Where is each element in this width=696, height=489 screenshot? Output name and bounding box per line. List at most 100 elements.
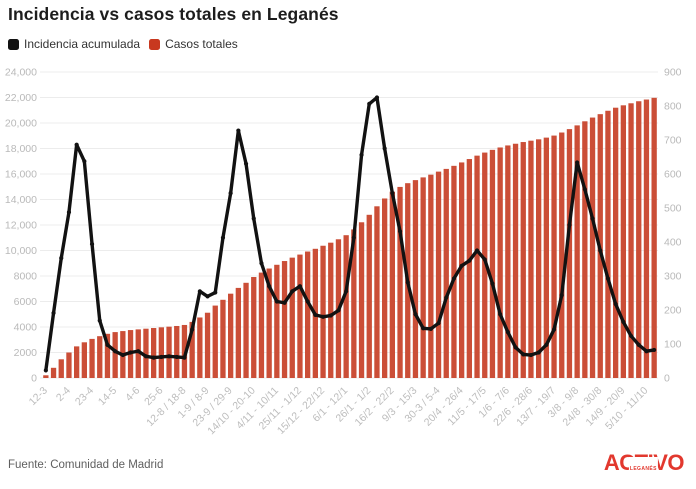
bar bbox=[251, 277, 257, 378]
legend-label-casos: Casos totales bbox=[165, 37, 238, 51]
bar bbox=[651, 97, 657, 378]
bar bbox=[228, 293, 234, 378]
line-point bbox=[113, 349, 118, 354]
y-tick-label-left: 8000 bbox=[14, 271, 38, 283]
bar bbox=[589, 117, 596, 378]
line-point bbox=[582, 187, 587, 192]
bar bbox=[536, 139, 542, 378]
line-point bbox=[374, 95, 380, 100]
line-point bbox=[382, 146, 387, 151]
bar bbox=[74, 346, 80, 378]
bar bbox=[351, 229, 357, 378]
legend-item-incidencia: Incidencia acumulada bbox=[8, 37, 140, 51]
bar bbox=[435, 171, 442, 378]
x-axis-labels: 12-3 2-4 23-4 14-5 4-6 25-612-8 / 18-81-9 / 8… bbox=[27, 385, 651, 438]
x-tick-label: 2-4 bbox=[54, 385, 73, 404]
line-point bbox=[282, 300, 287, 305]
y-tick-label-left: 14,000 bbox=[5, 194, 37, 206]
line-point bbox=[97, 318, 102, 323]
bar bbox=[528, 140, 534, 378]
bar bbox=[520, 142, 526, 378]
line-point bbox=[290, 289, 295, 294]
line-point bbox=[328, 313, 333, 318]
line-point bbox=[43, 368, 48, 373]
line-point bbox=[259, 261, 264, 266]
line-point bbox=[644, 349, 649, 354]
line-point bbox=[166, 354, 172, 359]
y-tick-label-left: 10,000 bbox=[5, 245, 37, 257]
line-point bbox=[459, 263, 464, 268]
bar bbox=[189, 321, 195, 378]
line-point bbox=[636, 342, 641, 347]
line-point bbox=[598, 248, 603, 253]
line-point bbox=[559, 293, 564, 298]
bar bbox=[358, 222, 365, 378]
bar bbox=[497, 147, 503, 378]
y-tick-label-left: 12,000 bbox=[5, 220, 37, 232]
bar bbox=[50, 367, 57, 378]
line-point bbox=[336, 308, 341, 313]
line-point bbox=[436, 321, 441, 326]
line-point bbox=[220, 235, 226, 240]
bar bbox=[135, 329, 141, 378]
bar bbox=[43, 375, 49, 378]
line-point bbox=[66, 210, 72, 215]
y-tick-label-right: 300 bbox=[664, 271, 682, 283]
bar bbox=[81, 342, 87, 378]
line-point bbox=[428, 326, 433, 332]
line-point bbox=[397, 229, 403, 234]
line-point bbox=[82, 159, 87, 164]
y-tick-label-left: 24,000 bbox=[5, 67, 37, 79]
line-point bbox=[305, 299, 310, 304]
bar bbox=[243, 282, 249, 378]
bar bbox=[582, 121, 588, 379]
bar bbox=[443, 168, 449, 378]
bar bbox=[574, 125, 580, 378]
bar bbox=[566, 129, 573, 378]
line-point bbox=[590, 216, 595, 221]
line-point bbox=[390, 191, 395, 196]
line-point bbox=[143, 354, 149, 359]
bar bbox=[382, 198, 388, 378]
line-point bbox=[536, 350, 541, 355]
bar bbox=[366, 214, 372, 378]
y-tick-label-left: 2000 bbox=[14, 347, 38, 359]
y-tick-label-left: 0 bbox=[31, 373, 37, 385]
chart-svg: 0200040006000800010,00012,00014,00016,00… bbox=[5, 67, 682, 438]
bar bbox=[466, 159, 472, 378]
line-point bbox=[474, 248, 480, 253]
y-tick-label-left: 6000 bbox=[14, 296, 38, 308]
activo-leganes-logo: ACTIVOLEGANÉS bbox=[604, 451, 685, 481]
bar bbox=[166, 326, 172, 378]
line-point bbox=[105, 342, 110, 347]
line-point bbox=[128, 350, 133, 355]
bar bbox=[489, 149, 496, 378]
line-point bbox=[575, 160, 580, 165]
bar bbox=[343, 235, 349, 378]
y-tick-label-right: 100 bbox=[664, 339, 682, 351]
bar bbox=[320, 245, 326, 378]
casos-legend-swatch-icon bbox=[149, 38, 161, 50]
line-point bbox=[182, 355, 187, 360]
line-point bbox=[197, 289, 202, 294]
line-point bbox=[482, 257, 487, 262]
bar bbox=[451, 165, 457, 378]
line-point bbox=[421, 326, 426, 331]
bar bbox=[613, 107, 619, 378]
line-point bbox=[359, 152, 364, 157]
line-point bbox=[521, 352, 526, 357]
line-point bbox=[228, 191, 233, 196]
line-point bbox=[120, 352, 125, 358]
y-tick-label-right: 600 bbox=[664, 169, 682, 181]
line-point bbox=[451, 276, 457, 281]
line-point bbox=[605, 276, 611, 281]
bar bbox=[420, 177, 426, 378]
line-point bbox=[544, 342, 549, 347]
line-point bbox=[174, 354, 179, 360]
bar bbox=[266, 268, 272, 378]
y-tick-label-right: 900 bbox=[664, 67, 682, 79]
bar bbox=[158, 327, 164, 378]
bar bbox=[628, 103, 634, 378]
line-point bbox=[528, 352, 534, 358]
